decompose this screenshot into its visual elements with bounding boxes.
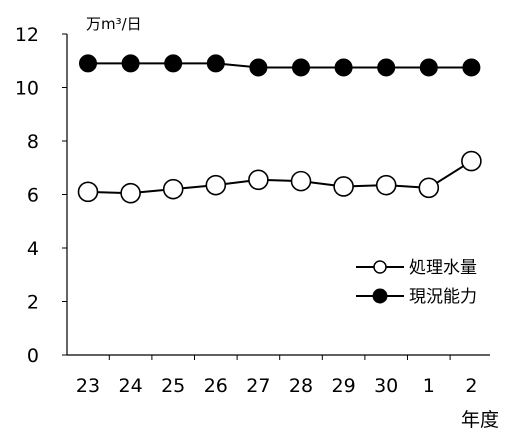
open-circle-marker-icon [373, 260, 387, 274]
data-point [121, 54, 140, 73]
data-point [292, 58, 310, 77]
x-axis-name-label: 年度 [461, 409, 499, 431]
legend-label-current-capacity: 現況能力 [409, 287, 477, 307]
data-point [334, 58, 353, 77]
series-line [88, 62, 472, 69]
x-tick-label: 25 [161, 375, 185, 397]
x-tick-label: 24 [119, 375, 143, 397]
x-tick-label: 29 [332, 375, 356, 397]
data-point [248, 169, 269, 191]
data-point [419, 58, 438, 77]
x-tick-label: 1 [423, 375, 435, 397]
y-axis-ticks: 0 2 4 6 8 10 12 [15, 24, 67, 367]
series-treated-volume [77, 150, 482, 204]
legend-label-treated-volume: 処理水量 [409, 258, 477, 278]
data-point [462, 58, 481, 77]
x-tick-label: 2 [465, 375, 477, 397]
data-point [290, 170, 312, 192]
y-tick-label: 2 [27, 292, 39, 314]
x-tick-label: 28 [289, 375, 313, 397]
legend: 処理水量 現況能力 [356, 258, 477, 307]
legend-item-current-capacity: 現況能力 [356, 287, 477, 307]
series-line [87, 160, 472, 195]
x-tick-label: 26 [204, 375, 228, 397]
legend-item-treated-volume: 処理水量 [356, 258, 477, 278]
data-point [461, 150, 482, 172]
y-tick-label: 0 [27, 345, 39, 367]
x-tick-label: 27 [246, 375, 270, 397]
y-tick-label: 8 [27, 131, 39, 153]
data-point [249, 58, 268, 77]
y-axis-unit-label: 万m³/日 [86, 15, 142, 33]
x-axis-ticks: 23 24 25 26 27 28 29 30 1 2 [76, 355, 477, 397]
series-current-capacity [79, 54, 481, 77]
data-point [375, 174, 397, 196]
data-point [77, 181, 99, 203]
data-point [206, 54, 225, 73]
data-point [162, 178, 184, 200]
series-layer [77, 54, 482, 204]
y-tick-label: 10 [15, 78, 39, 100]
y-tick-label: 12 [15, 24, 39, 46]
data-point [164, 54, 183, 73]
y-tick-label: 4 [27, 238, 39, 260]
x-tick-label: 23 [76, 375, 100, 397]
data-point [418, 177, 440, 199]
data-point [120, 182, 141, 204]
data-point [333, 176, 354, 197]
filled-circle-marker-icon [372, 288, 388, 304]
data-point [377, 58, 396, 77]
data-point [79, 54, 97, 73]
data-point [205, 174, 227, 196]
x-tick-label: 30 [374, 375, 398, 397]
y-tick-label: 6 [27, 185, 39, 207]
